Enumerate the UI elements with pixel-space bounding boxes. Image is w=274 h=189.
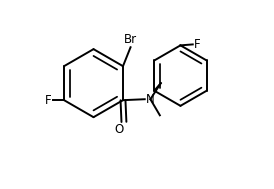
Text: N: N <box>146 93 155 106</box>
Text: F: F <box>193 38 200 51</box>
Text: F: F <box>45 94 52 107</box>
Text: Br: Br <box>124 33 137 46</box>
Text: O: O <box>115 123 124 136</box>
